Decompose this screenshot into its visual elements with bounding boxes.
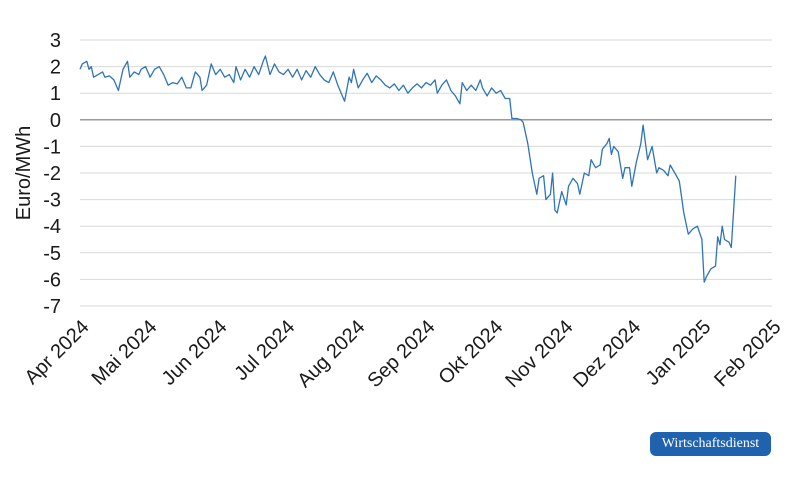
- y-tick-label: -1: [43, 136, 61, 158]
- x-tick-label: Jul 2024: [230, 316, 299, 385]
- publisher-badge: Wirtschaftsdienst: [650, 432, 771, 456]
- y-tick-label: 1: [50, 83, 61, 105]
- x-tick-label: Apr 2024: [21, 316, 94, 389]
- series-line: [79, 55, 737, 283]
- y-tick-label: -5: [43, 243, 61, 265]
- x-tick-label: Nov 2024: [501, 316, 577, 392]
- y-tick-label: -2: [43, 163, 61, 185]
- y-tick-label: 3: [50, 30, 61, 52]
- y-tick-label: 0: [50, 110, 61, 132]
- x-tick-label: Feb 2025: [710, 316, 785, 391]
- x-tick-label: Jan 2025: [642, 316, 716, 390]
- y-tick-label: 2: [50, 57, 61, 79]
- x-tick-label: Aug 2024: [293, 316, 369, 392]
- x-tick-label: Dez 2024: [569, 316, 645, 392]
- x-tick-label: Okt 2024: [434, 316, 507, 389]
- y-tick-labels: 3 2 1 0 -1 -2 -3 -4 -5 -6 -7: [43, 30, 61, 318]
- y-tick-label: -7: [43, 296, 61, 318]
- y-tick-label: -3: [43, 190, 61, 212]
- series-layer: [79, 55, 737, 283]
- x-tick-label: Mai 2024: [88, 316, 162, 390]
- x-tick-label: Sep 2024: [363, 316, 439, 392]
- y-tick-label: -6: [43, 269, 61, 291]
- y-axis-title: Euro/MWh: [13, 126, 35, 220]
- x-tick-label: Jun 2024: [158, 316, 232, 390]
- y-tick-label: -4: [43, 216, 61, 238]
- gridlines: [80, 39, 772, 307]
